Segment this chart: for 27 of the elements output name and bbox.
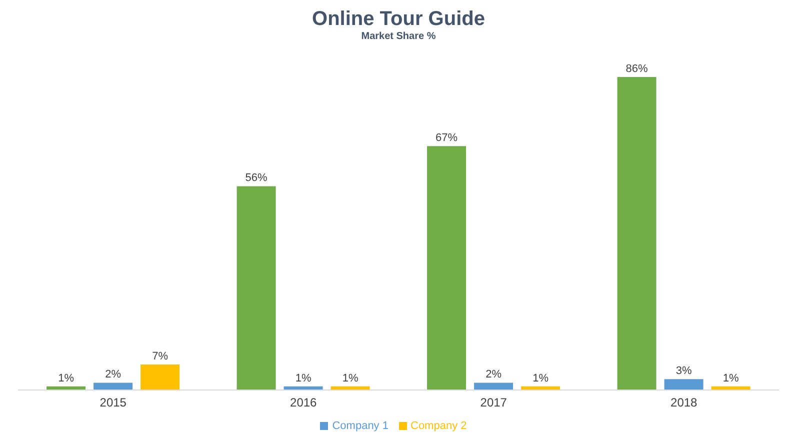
chart-subtitle: Market Share % <box>360 31 437 42</box>
bar <box>427 146 466 390</box>
bar <box>94 382 133 390</box>
bar <box>236 186 276 390</box>
data-label: 1% <box>342 372 358 384</box>
data-label: 56% <box>245 172 268 184</box>
x-tick-label: 2016 <box>290 396 318 410</box>
x-tick-label: 2018 <box>670 396 698 410</box>
bar <box>140 364 180 390</box>
legend-label: Company 1 <box>332 420 388 432</box>
data-label: 1% <box>532 372 549 384</box>
data-label: 1% <box>722 372 739 384</box>
x-tick-label: 2015 <box>100 396 127 410</box>
data-label: 2% <box>486 368 502 381</box>
data-label: 3% <box>676 365 692 378</box>
x-tick-label: 2017 <box>480 396 508 410</box>
bar <box>664 379 704 390</box>
data-label: 1% <box>58 372 74 384</box>
chart-title: Online Tour Guide <box>311 8 486 31</box>
data-label: 7% <box>152 350 168 363</box>
data-label: 67% <box>436 132 458 144</box>
bar <box>617 77 656 390</box>
legend-label: Company 2 <box>410 420 467 432</box>
data-label: 1% <box>295 372 312 384</box>
data-label: 2% <box>105 368 122 381</box>
bar <box>474 382 514 390</box>
data-label: 86% <box>626 63 648 76</box>
